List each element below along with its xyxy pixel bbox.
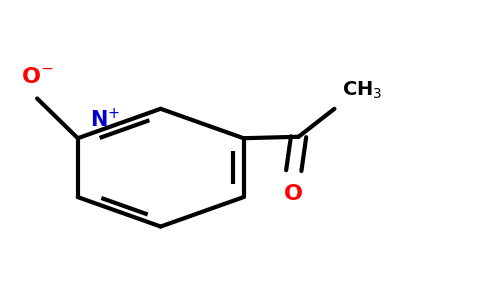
Text: N$^{+}$: N$^{+}$ (90, 108, 120, 131)
Text: CH$_3$: CH$_3$ (342, 80, 382, 101)
Text: O: O (284, 184, 303, 204)
Text: O$^{-}$: O$^{-}$ (21, 67, 53, 87)
